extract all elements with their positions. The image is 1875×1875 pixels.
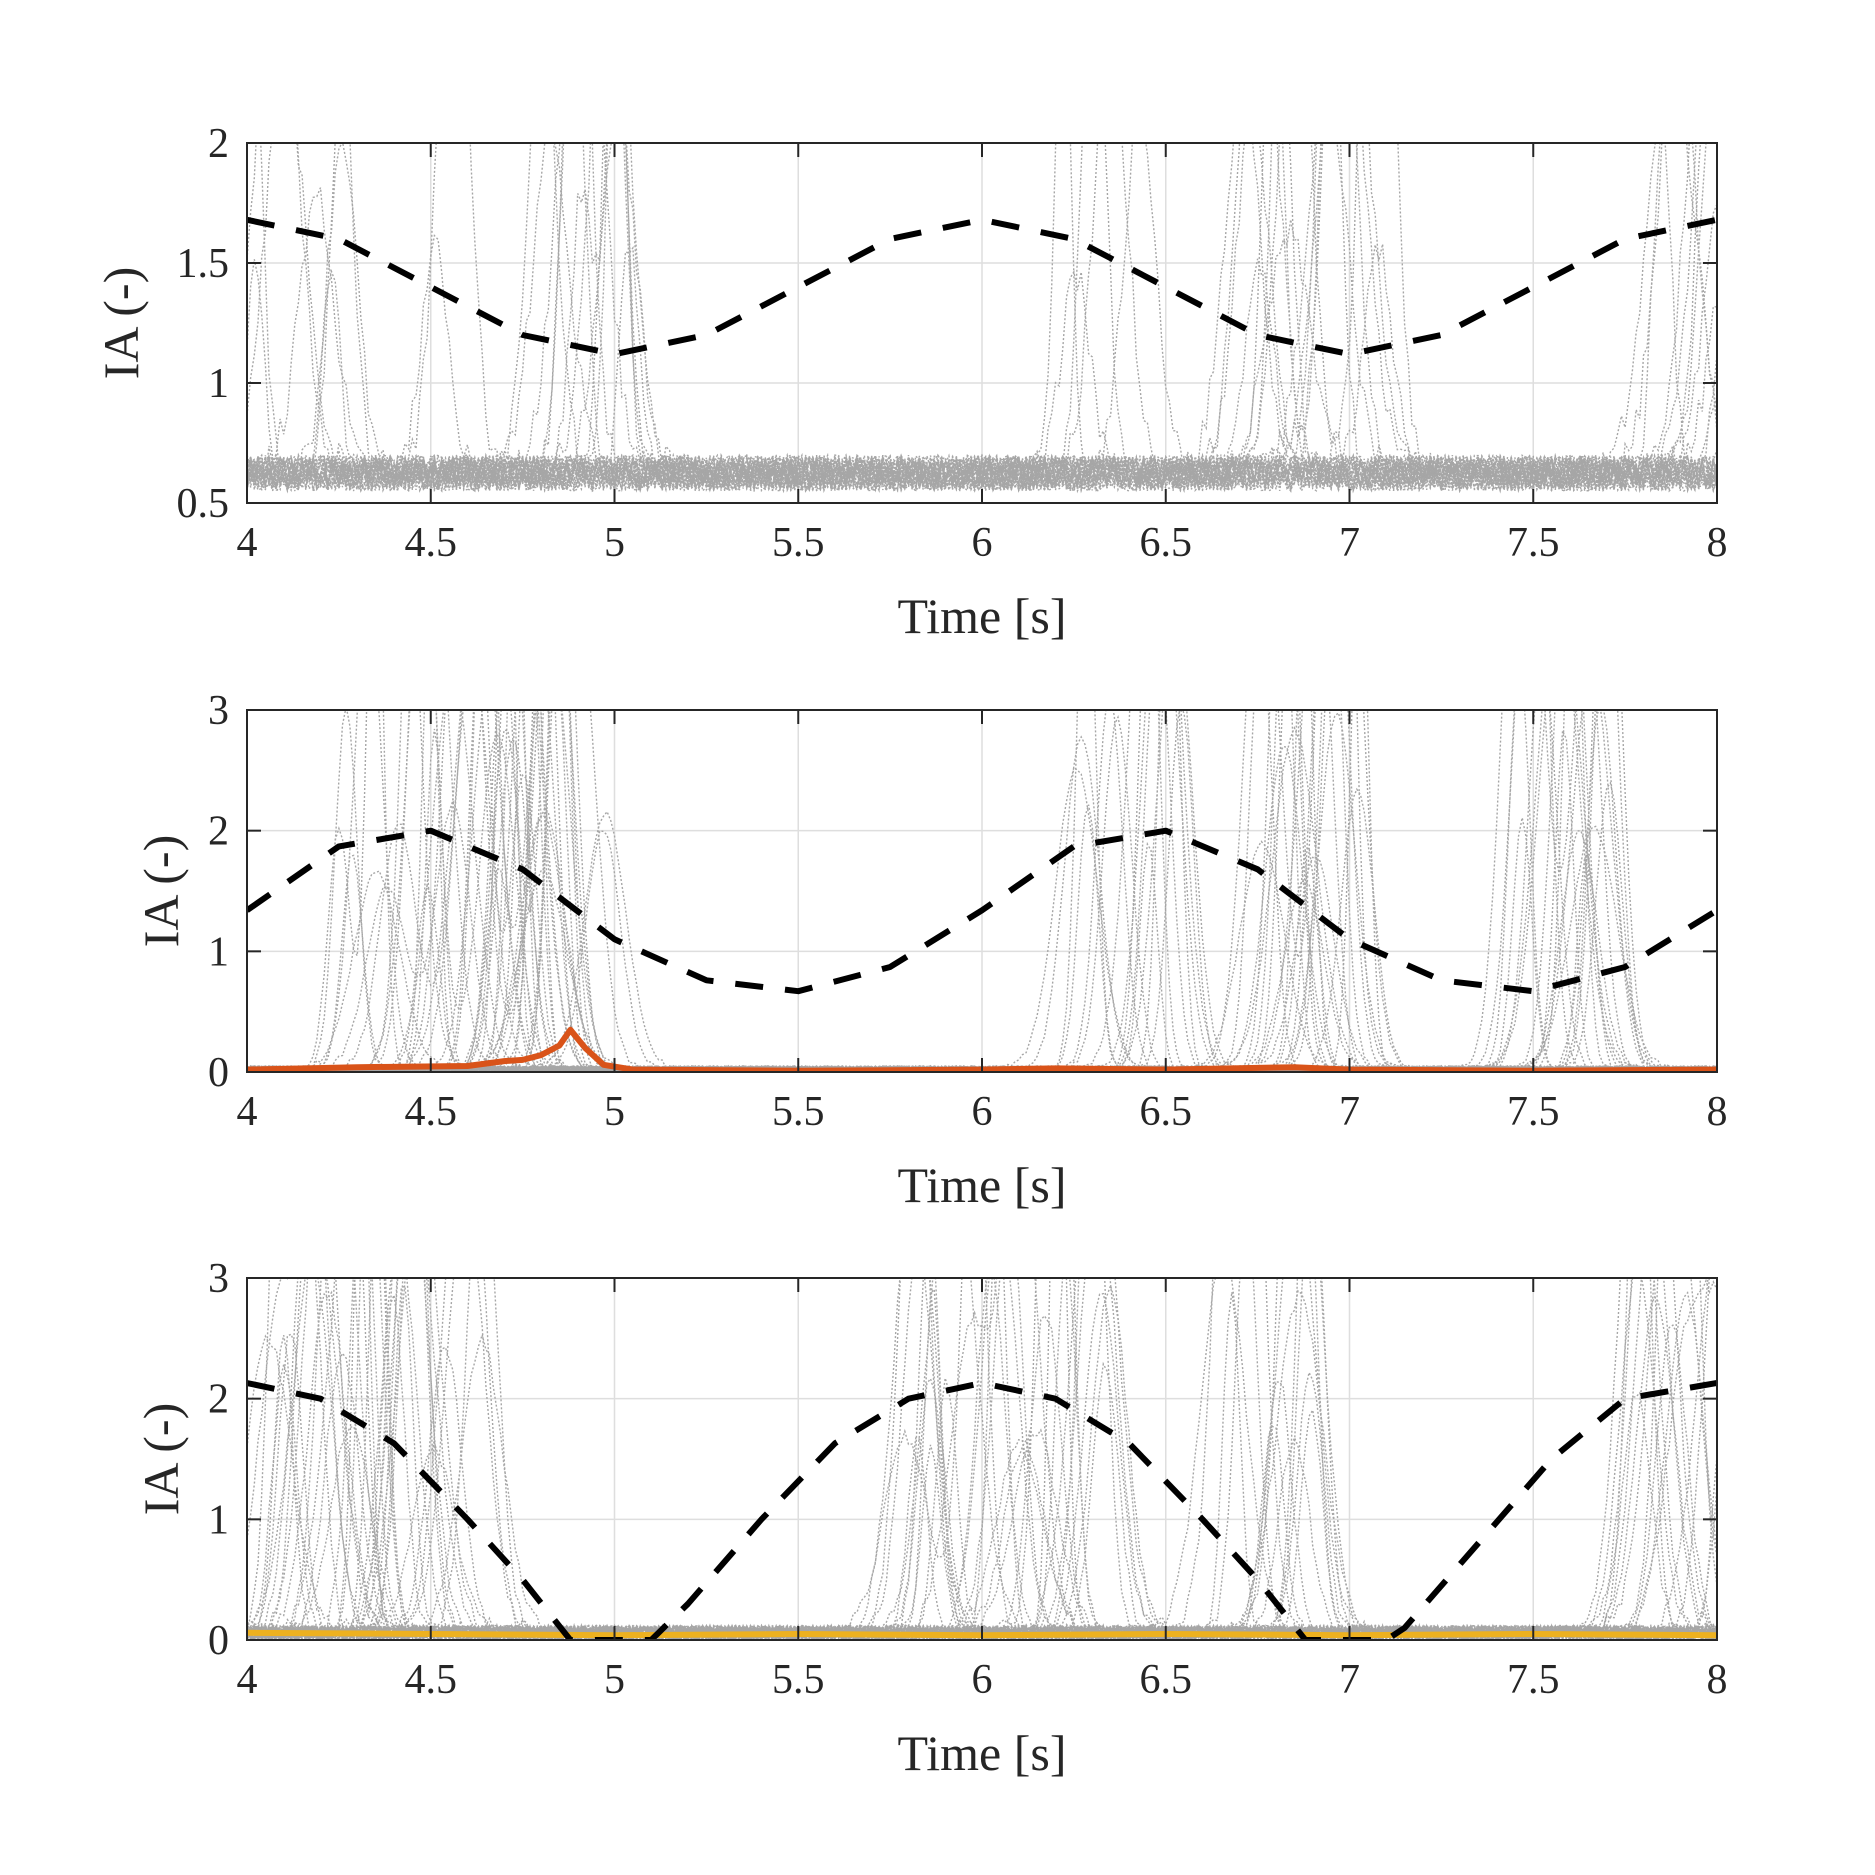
x-tick-label: 5 [604, 1657, 625, 1703]
x-tick-label: 5.5 [772, 1089, 825, 1135]
reference-line [247, 827, 1717, 995]
x-tick-label: 7 [1339, 1657, 1360, 1703]
trial-line [247, 143, 1690, 493]
x-tick-label: 7 [1339, 520, 1360, 566]
trial-line [247, 710, 1717, 1072]
mean-line [247, 1026, 1717, 1072]
y-tick-label: 0 [208, 1618, 229, 1664]
x-axis-title: Time [s] [897, 1157, 1066, 1213]
y-axis-title: IA (-) [93, 267, 149, 379]
y-tick-label: 3 [208, 688, 229, 734]
x-axis-title: Time [s] [897, 1725, 1066, 1781]
x-tick-label: 5 [604, 1089, 625, 1135]
x-tick-label: 4.5 [405, 1657, 458, 1703]
y-tick-label: 1 [208, 929, 229, 975]
y-axis-title: IA (-) [133, 835, 189, 947]
trial-line [247, 187, 1717, 494]
y-tick-label: 3 [208, 1256, 229, 1302]
x-tick-label: 5 [604, 520, 625, 566]
trial-line [247, 143, 1707, 494]
x-tick-label: 5.5 [772, 520, 825, 566]
y-tick-label: 1 [208, 361, 229, 407]
y-tick-label: 0 [208, 1050, 229, 1096]
x-tick-label: 6.5 [1140, 1657, 1193, 1703]
trial-line [247, 710, 1717, 1072]
x-tick-label: 6.5 [1140, 1089, 1193, 1135]
trial-traces [247, 143, 1717, 494]
y-tick-label: 1 [208, 1497, 229, 1543]
x-axis-title: Time [s] [897, 588, 1066, 644]
plot-area [247, 143, 1717, 494]
x-tick-label: 8 [1707, 1089, 1728, 1135]
x-tick-label: 4 [237, 1089, 258, 1135]
y-tick-label: 2 [208, 1377, 229, 1423]
x-tick-label: 7.5 [1507, 1657, 1560, 1703]
x-tick-label: 8 [1707, 520, 1728, 566]
panel-bottom: 4 4.5 5 5.5 6 6.5 7 7.5 8 0 1 2 3 Time [s] IA (-) [133, 1256, 1728, 1781]
x-tick-label: 4 [237, 1657, 258, 1703]
x-tick-label: 4.5 [405, 520, 458, 566]
trial-line [247, 258, 1717, 494]
x-tick-label: 7.5 [1507, 1089, 1560, 1135]
trial-line [247, 1278, 1717, 1640]
x-tick-label: 6 [972, 1089, 993, 1135]
grid [246, 142, 1718, 504]
x-tick-label: 6 [972, 1657, 993, 1703]
trial-line [247, 710, 1717, 1072]
x-tick-label: 4.5 [405, 1089, 458, 1135]
panel-top: 4 4.5 5 5.5 6 6.5 7 7.5 8 0.5 1 1.5 2 Time [s] IA (-) [93, 121, 1728, 644]
x-tick-label: 7.5 [1507, 520, 1560, 566]
y-tick-label: 2 [208, 121, 229, 167]
y-tick-label: 1.5 [177, 241, 230, 287]
trial-line [247, 143, 1717, 493]
y-tick-label: 2 [208, 809, 229, 855]
panel-middle: 4 4.5 5 5.5 6 6.5 7 7.5 8 0 1 2 3 Time [s] IA (-) [133, 688, 1728, 1213]
y-axis-title: IA (-) [133, 1403, 189, 1515]
trial-line [247, 143, 1717, 494]
x-tick-label: 7 [1339, 1089, 1360, 1135]
y-tick-label: 0.5 [177, 481, 230, 527]
reference-line [247, 1380, 1717, 1640]
x-tick-label: 8 [1707, 1657, 1728, 1703]
x-tick-label: 5.5 [772, 1657, 825, 1703]
x-tick-label: 6.5 [1140, 520, 1193, 566]
reference-line [247, 216, 1717, 358]
x-tick-label: 6 [972, 520, 993, 566]
x-tick-label: 4 [237, 520, 258, 566]
trial-line [247, 1351, 1717, 1640]
